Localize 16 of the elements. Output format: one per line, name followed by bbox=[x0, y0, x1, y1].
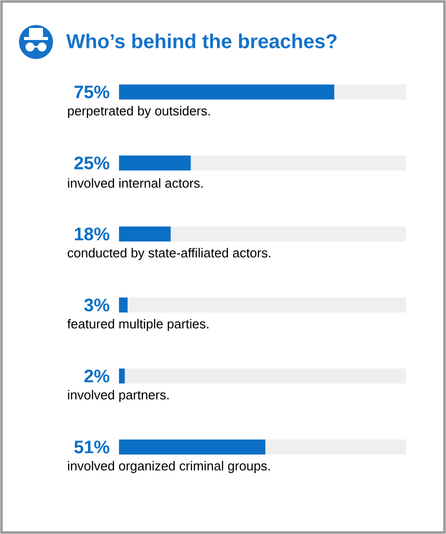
y-tick-label: conducted by state-affiliated actors. bbox=[68, 248, 270, 260]
data-label: 25% bbox=[74, 156, 110, 170]
y-tick-label: featured multiple parties. bbox=[67, 318, 208, 332]
bar bbox=[119, 226, 171, 242]
y-tick-label: involved internal actors. bbox=[68, 178, 203, 188]
bar bbox=[119, 298, 128, 312]
data-label: 18% bbox=[74, 228, 110, 240]
y-tick-label: involved organized criminal groups. bbox=[68, 460, 270, 474]
data-label: 3% bbox=[84, 298, 110, 312]
bar bbox=[119, 368, 125, 384]
y-tick-label: perpetrated by outsiders. bbox=[68, 106, 210, 118]
chart-title: Who’s behind the breaches? bbox=[66, 34, 337, 48]
data-label: 75% bbox=[74, 86, 110, 98]
data-label: 51% bbox=[74, 440, 110, 454]
y-tick-label: involved partners. bbox=[68, 390, 169, 402]
data-label: 2% bbox=[84, 370, 110, 382]
